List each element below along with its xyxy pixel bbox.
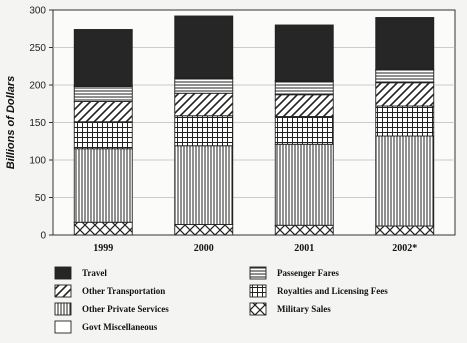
y-tick-label: 50 (35, 193, 47, 204)
bar-segment-royalties-and-licensing-fees-2000 (174, 115, 234, 147)
legend-swatch (249, 302, 267, 316)
bar-segment-other-private-services-2000 (174, 145, 234, 225)
bar-segment-military-sales-1999 (73, 221, 133, 236)
bar-segment-military-sales-2002 (375, 225, 435, 236)
legend-entry-other-transportation: Other Transportation (54, 284, 165, 298)
bar-segment-passenger-fares-2002 (375, 69, 435, 84)
y-tick-label: 250 (29, 43, 46, 54)
bar-segment-other-private-services-2002 (375, 135, 435, 227)
legend-label: Passenger Fares (277, 268, 339, 278)
legend-label: Military Sales (277, 304, 331, 314)
bar-segment-royalties-and-licensing-fees-2001 (274, 116, 334, 145)
legend-swatch (54, 266, 72, 280)
bar-segment-other-transportation-1999 (73, 101, 133, 123)
y-tick-label: 300 (29, 6, 46, 17)
bar-segment-other-transportation-2002 (375, 82, 435, 107)
legend-label: Royalties and Licensing Fees (277, 286, 388, 296)
bar-segment-royalties-and-licensing-fees-2002 (375, 105, 435, 137)
y-tick-label: 0 (40, 231, 46, 242)
bar-segment-royalties-and-licensing-fees-1999 (73, 121, 133, 150)
bar-segment-other-transportation-2000 (174, 92, 234, 117)
x-tick-label: 2000 (194, 243, 214, 254)
legend-swatch (249, 284, 267, 298)
bars (73, 15, 435, 236)
legend-entry-passenger-fares: Passenger Fares (249, 266, 339, 280)
y-tick-label: 100 (29, 156, 46, 167)
y-tick-label: 200 (29, 81, 46, 92)
legend-swatch (54, 320, 72, 334)
legend-label: Travel (82, 268, 107, 278)
legend-entry-military-sales: Military Sales (249, 302, 331, 316)
bar-segment-passenger-fares-2001 (274, 80, 334, 96)
legend-entry-travel: Travel (54, 266, 107, 280)
y-axis-label: Billions of Dollars (5, 76, 17, 170)
x-tick-label: 2001 (294, 243, 314, 254)
legend-swatch (54, 284, 72, 298)
bar-segment-other-private-services-2001 (274, 143, 334, 226)
legend-label: Other Transportation (82, 286, 165, 296)
bar-segment-other-transportation-2001 (274, 94, 334, 117)
bar-segment-travel-2000 (174, 15, 234, 78)
legend-entry-govt-miscellaneous: Govt Miscellaneous (54, 320, 158, 334)
legend-swatch (249, 266, 267, 280)
bar-segment-passenger-fares-1999 (73, 86, 133, 102)
bar-segment-other-private-services-1999 (73, 148, 133, 223)
legend-swatch (54, 302, 72, 316)
x-tick-label: 2002* (392, 243, 417, 254)
bar-segment-passenger-fares-2000 (174, 77, 234, 94)
bar-segment-travel-1999 (73, 29, 133, 87)
legend-label: Govt Miscellaneous (82, 322, 158, 332)
axes: 0 50 100 150 200 250 300 Billions of Dollars 199… (5, 6, 417, 255)
legend-entry-royalties-and-licensing-fees: Royalties and Licensing Fees (249, 284, 388, 298)
legend-entry-other-private-services: Other Private Services (54, 302, 169, 316)
bar-segment-travel-2002 (375, 17, 435, 70)
y-tick-label: 150 (29, 118, 46, 129)
legend-label: Other Private Services (82, 304, 169, 314)
bar-segment-military-sales-2001 (274, 224, 334, 236)
bar-segment-travel-2001 (274, 24, 334, 81)
bar-segment-military-sales-2000 (174, 224, 234, 236)
x-tick-label: 1999 (93, 243, 113, 254)
legend: Travel Passenger Fares Other Transportatio… (54, 266, 388, 334)
